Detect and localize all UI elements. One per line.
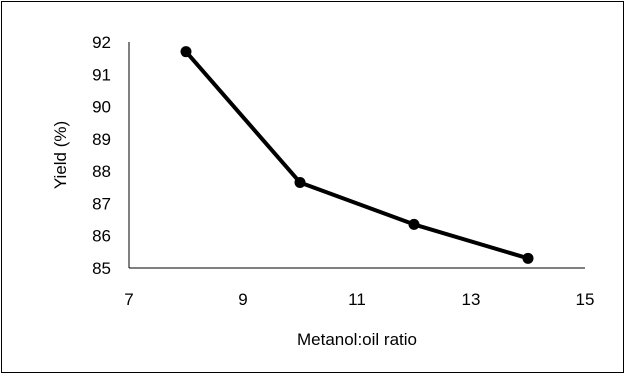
x-axis-title: Metanol:oil ratio <box>297 330 417 349</box>
y-tick-label: 86 <box>92 227 111 246</box>
y-tick-label: 88 <box>92 162 111 181</box>
y-tick-label: 87 <box>92 194 111 213</box>
data-point <box>522 252 534 264</box>
x-tick-label: 13 <box>462 290 481 309</box>
y-tick-label: 89 <box>92 130 111 149</box>
y-axis-title: Yield (%) <box>51 121 70 189</box>
y-tick-label: 92 <box>92 33 111 52</box>
series-line <box>184 50 529 261</box>
series-group <box>180 46 534 264</box>
x-tick-label: 7 <box>124 290 133 309</box>
y-tick-label: 91 <box>92 65 111 84</box>
y-tick-label: 90 <box>92 98 111 117</box>
x-tick-label: 15 <box>576 290 595 309</box>
x-tick-labels: 7 9 11 13 15 <box>124 290 594 309</box>
x-tick-label: 11 <box>348 290 366 309</box>
data-point <box>408 218 420 230</box>
y-tick-labels: 85 86 87 88 89 90 91 92 <box>92 33 111 278</box>
data-point <box>180 46 192 58</box>
data-point <box>294 176 306 188</box>
y-tick-label: 85 <box>92 259 111 278</box>
x-tick-label: 9 <box>238 290 247 309</box>
